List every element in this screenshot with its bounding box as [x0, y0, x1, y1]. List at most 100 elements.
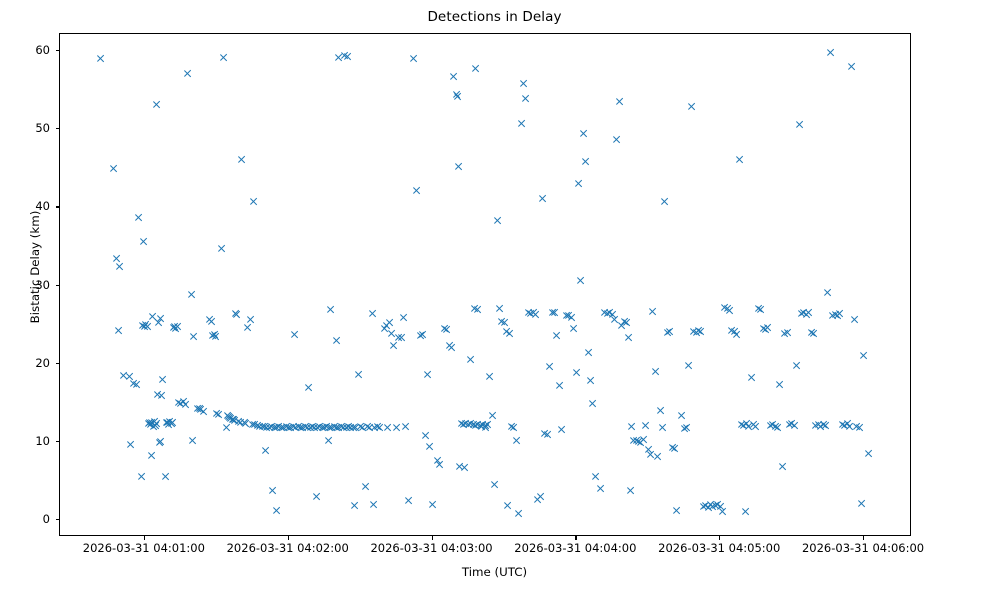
data-point [255, 422, 264, 431]
x-tick-mark [431, 536, 433, 540]
data-point [344, 422, 353, 431]
data-point [447, 343, 456, 352]
data-point [653, 452, 662, 461]
data-point [687, 102, 696, 111]
data-point [156, 437, 165, 446]
data-point [764, 323, 773, 332]
data-point [725, 306, 734, 315]
data-point [466, 419, 475, 428]
data-point [157, 314, 166, 323]
x-tick-label: 2026-03-31 04:05:00 [658, 541, 781, 555]
data-point [797, 309, 806, 318]
data-point [154, 390, 163, 399]
data-point [356, 422, 365, 431]
data-point [418, 330, 427, 339]
data-point [371, 423, 380, 432]
y-tick-mark [55, 50, 59, 52]
y-tick-label: 30 [35, 277, 50, 292]
data-point [454, 162, 463, 171]
data-point [682, 423, 691, 432]
data-point [833, 311, 842, 320]
data-point [555, 381, 564, 390]
data-point [150, 417, 159, 426]
data-point [733, 330, 742, 339]
data-point [857, 499, 866, 508]
data-point [384, 423, 393, 432]
data-point [828, 311, 837, 320]
data-point [423, 370, 432, 379]
data-point [158, 375, 167, 384]
data-point [632, 436, 641, 445]
data-point [428, 500, 437, 509]
data-point [814, 420, 823, 429]
data-point [469, 420, 478, 429]
data-point [620, 317, 629, 326]
data-point [460, 463, 469, 472]
data-point [209, 331, 218, 340]
data-point [299, 423, 308, 432]
data-point [225, 413, 234, 422]
data-point [303, 423, 312, 432]
data-point [462, 419, 471, 428]
data-point [639, 435, 648, 444]
data-point [711, 501, 720, 510]
y-tick-label: 10 [35, 433, 50, 448]
data-point [112, 254, 121, 263]
data-point [843, 419, 852, 428]
data-point [685, 361, 694, 370]
data-point [495, 304, 504, 313]
data-point [224, 412, 233, 421]
x-tick-label: 2026-03-31 04:04:00 [514, 541, 637, 555]
data-point [474, 305, 483, 314]
data-point [735, 155, 744, 164]
data-point [680, 424, 689, 433]
data-point [240, 418, 249, 427]
data-point [792, 361, 801, 370]
data-point [404, 496, 413, 505]
data-point [713, 500, 722, 509]
data-point [826, 48, 835, 57]
data-point [574, 179, 583, 188]
data-point [699, 502, 708, 511]
data-point [850, 315, 859, 324]
x-tick-mark [719, 536, 721, 540]
data-point [249, 197, 258, 206]
data-point [375, 423, 384, 432]
data-point [236, 418, 245, 427]
data-point [148, 312, 157, 321]
data-point [783, 328, 792, 337]
data-point [514, 509, 523, 518]
data-point [723, 304, 732, 313]
data-point [172, 324, 181, 333]
data-point [721, 303, 730, 312]
x-tick-label: 2026-03-31 04:02:00 [226, 541, 349, 555]
data-point [173, 322, 182, 331]
data-point [166, 417, 175, 426]
scatter-plot-area [60, 34, 910, 535]
data-point [176, 399, 185, 408]
data-point [665, 327, 674, 336]
data-point [174, 398, 183, 407]
data-point [519, 79, 528, 88]
data-point [601, 308, 610, 317]
data-point [227, 414, 236, 423]
data-point [615, 97, 624, 106]
data-point [517, 119, 526, 128]
data-point [697, 327, 706, 336]
data-point [852, 422, 861, 431]
data-point [253, 421, 262, 430]
data-point [246, 315, 255, 324]
data-point [326, 305, 335, 314]
data-point [115, 262, 124, 271]
data-point [301, 422, 310, 431]
data-point [272, 506, 281, 515]
data-point [716, 502, 725, 511]
data-point [279, 423, 288, 432]
data-point [586, 376, 595, 385]
data-point [749, 420, 758, 429]
data-point [147, 451, 156, 460]
data-point [130, 379, 139, 388]
data-point [179, 397, 188, 406]
data-point [759, 324, 768, 333]
data-point [531, 310, 540, 319]
